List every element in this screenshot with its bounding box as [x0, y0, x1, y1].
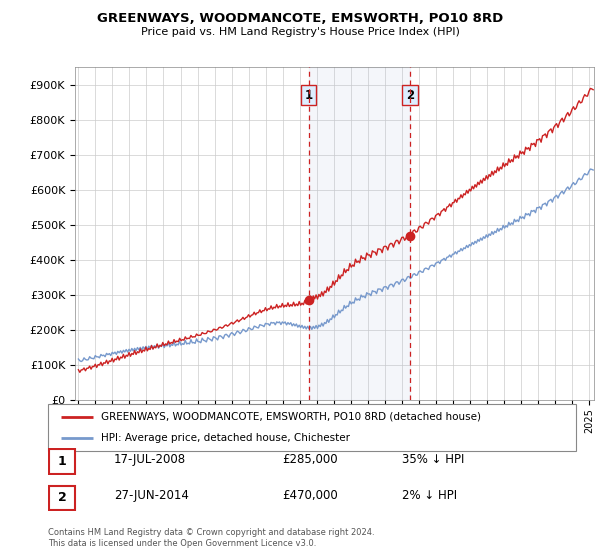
Text: 35% ↓ HPI: 35% ↓ HPI [402, 452, 464, 466]
Text: 2: 2 [406, 88, 414, 102]
FancyBboxPatch shape [48, 404, 576, 451]
Text: £285,000: £285,000 [282, 452, 338, 466]
Text: HPI: Average price, detached house, Chichester: HPI: Average price, detached house, Chic… [101, 433, 350, 444]
Text: GREENWAYS, WOODMANCOTE, EMSWORTH, PO10 8RD: GREENWAYS, WOODMANCOTE, EMSWORTH, PO10 8… [97, 12, 503, 25]
Text: 2% ↓ HPI: 2% ↓ HPI [402, 489, 457, 502]
FancyBboxPatch shape [49, 486, 76, 510]
Text: 1: 1 [58, 455, 67, 468]
Text: 2: 2 [58, 491, 67, 505]
Text: 17-JUL-2008: 17-JUL-2008 [114, 452, 186, 466]
Text: 1: 1 [305, 88, 313, 102]
Text: £470,000: £470,000 [282, 489, 338, 502]
Text: Price paid vs. HM Land Registry's House Price Index (HPI): Price paid vs. HM Land Registry's House … [140, 27, 460, 37]
Text: GREENWAYS, WOODMANCOTE, EMSWORTH, PO10 8RD (detached house): GREENWAYS, WOODMANCOTE, EMSWORTH, PO10 8… [101, 412, 481, 422]
Bar [309, 67, 410, 400]
Text: 27-JUN-2014: 27-JUN-2014 [114, 489, 189, 502]
Text: Contains HM Land Registry data © Crown copyright and database right 2024.
This d: Contains HM Land Registry data © Crown c… [48, 528, 374, 548]
FancyBboxPatch shape [49, 449, 76, 474]
